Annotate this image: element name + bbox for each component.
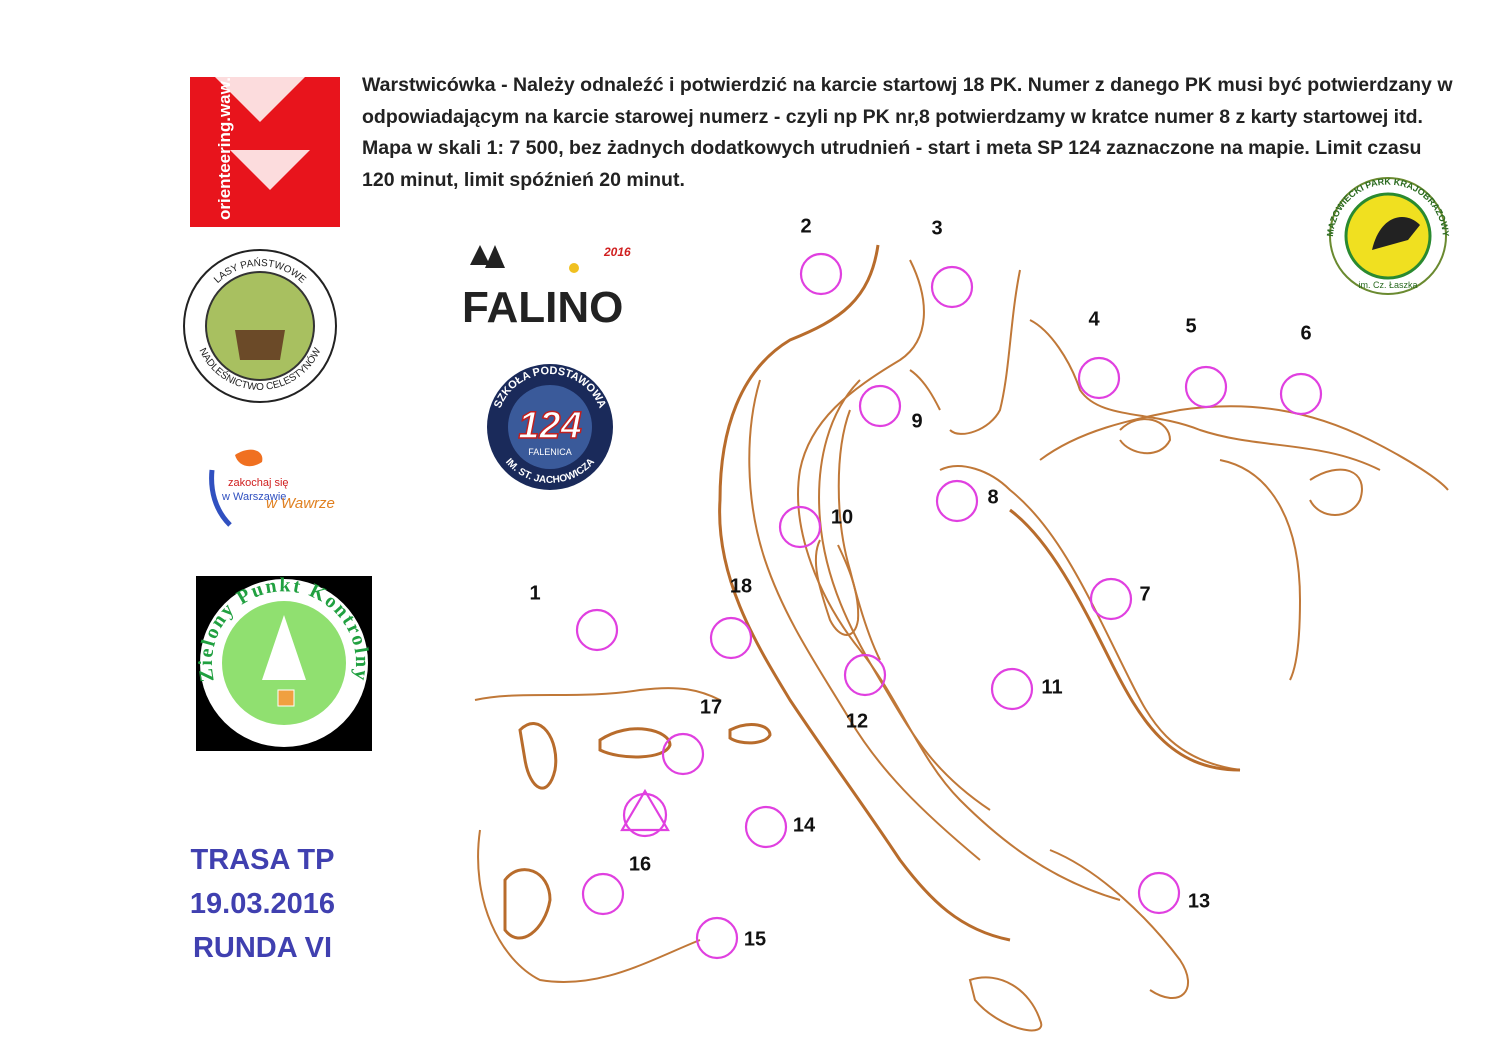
logo-text: FALINO bbox=[462, 283, 623, 332]
logo-text: w Wawrze bbox=[266, 495, 335, 512]
control-number: 17 bbox=[700, 696, 722, 718]
control-circle bbox=[695, 916, 739, 960]
control-number: 18 bbox=[730, 575, 752, 597]
contours bbox=[474, 244, 1449, 1032]
control-number: 16 bbox=[629, 853, 651, 875]
control-number: 1 bbox=[529, 582, 540, 604]
control-number: 9 bbox=[911, 410, 922, 432]
logo-text: 124 bbox=[518, 405, 581, 447]
route-info: TRASA TP 19.03.2016 RUNDA VI bbox=[150, 838, 375, 970]
park-logo: MAZOWIECKI PARK KRAJOBRAZOWY im. Cz. Łas… bbox=[1325, 177, 1451, 295]
control-number: 5 bbox=[1185, 315, 1196, 337]
logo-text: zakochaj się bbox=[228, 477, 289, 489]
start-finish bbox=[620, 788, 670, 838]
logo-text: 2016 bbox=[603, 245, 631, 259]
logo-text: im. Cz. Łaszka bbox=[1358, 280, 1417, 290]
control-circle bbox=[799, 252, 843, 296]
control-number: 8 bbox=[987, 486, 998, 508]
control-circle bbox=[661, 732, 705, 776]
control-circle bbox=[930, 265, 974, 309]
control-number: 10 bbox=[831, 506, 853, 528]
control-circle bbox=[709, 616, 753, 660]
control-circle bbox=[1137, 871, 1181, 915]
control-circle bbox=[1077, 356, 1121, 400]
control-circle bbox=[1184, 365, 1228, 409]
control-circle bbox=[858, 384, 902, 428]
orienteering-logo: orienteering.waw.pl bbox=[190, 62, 340, 227]
control-circle bbox=[935, 479, 979, 523]
control-circle bbox=[778, 505, 822, 549]
control-circle bbox=[581, 872, 625, 916]
control-circle bbox=[1279, 372, 1323, 416]
control-circle bbox=[1089, 577, 1133, 621]
lasy-logo: LASY PAŃSTWOWE NADLEŚNICTWO CELESTYNÓW bbox=[183, 249, 337, 403]
logo-text: w Warszawie bbox=[221, 491, 286, 503]
logo-text: FALENICA bbox=[528, 447, 572, 457]
control-circle bbox=[575, 608, 619, 652]
control-circle bbox=[744, 805, 788, 849]
control-number: 6 bbox=[1300, 322, 1311, 344]
control-circle bbox=[843, 653, 887, 697]
description: Warstwicówka - Należy odnaleźć i potwier… bbox=[362, 74, 1453, 191]
control-number: 3 bbox=[931, 217, 942, 239]
control-number: 13 bbox=[1188, 890, 1210, 912]
control-number: 11 bbox=[1041, 676, 1062, 698]
route-date: 19.03.2016 bbox=[189, 888, 336, 920]
control-number: 2 bbox=[800, 215, 811, 237]
control-number: 15 bbox=[744, 928, 766, 950]
route-round: RUNDA VI bbox=[192, 932, 333, 964]
route-name: TRASA TP bbox=[190, 844, 335, 876]
falino-logo: FALINO 2016 bbox=[462, 245, 631, 332]
control-circle bbox=[990, 667, 1034, 711]
control-number: 14 bbox=[793, 814, 816, 836]
zpk-logo: Zielony Punkt Kontrolny bbox=[195, 574, 372, 751]
school-logo: SZKOŁA PODSTAWOWA IM. ST. JACHOWICZA 124… bbox=[487, 364, 613, 490]
control-number: 7 bbox=[1139, 583, 1150, 605]
control-number: 4 bbox=[1088, 308, 1100, 330]
logo-text: orienteering.waw.pl bbox=[215, 62, 234, 220]
control-number: 12 bbox=[846, 710, 868, 732]
warsaw-logo: zakochaj się w Warszawie w Wawrze bbox=[209, 449, 335, 527]
